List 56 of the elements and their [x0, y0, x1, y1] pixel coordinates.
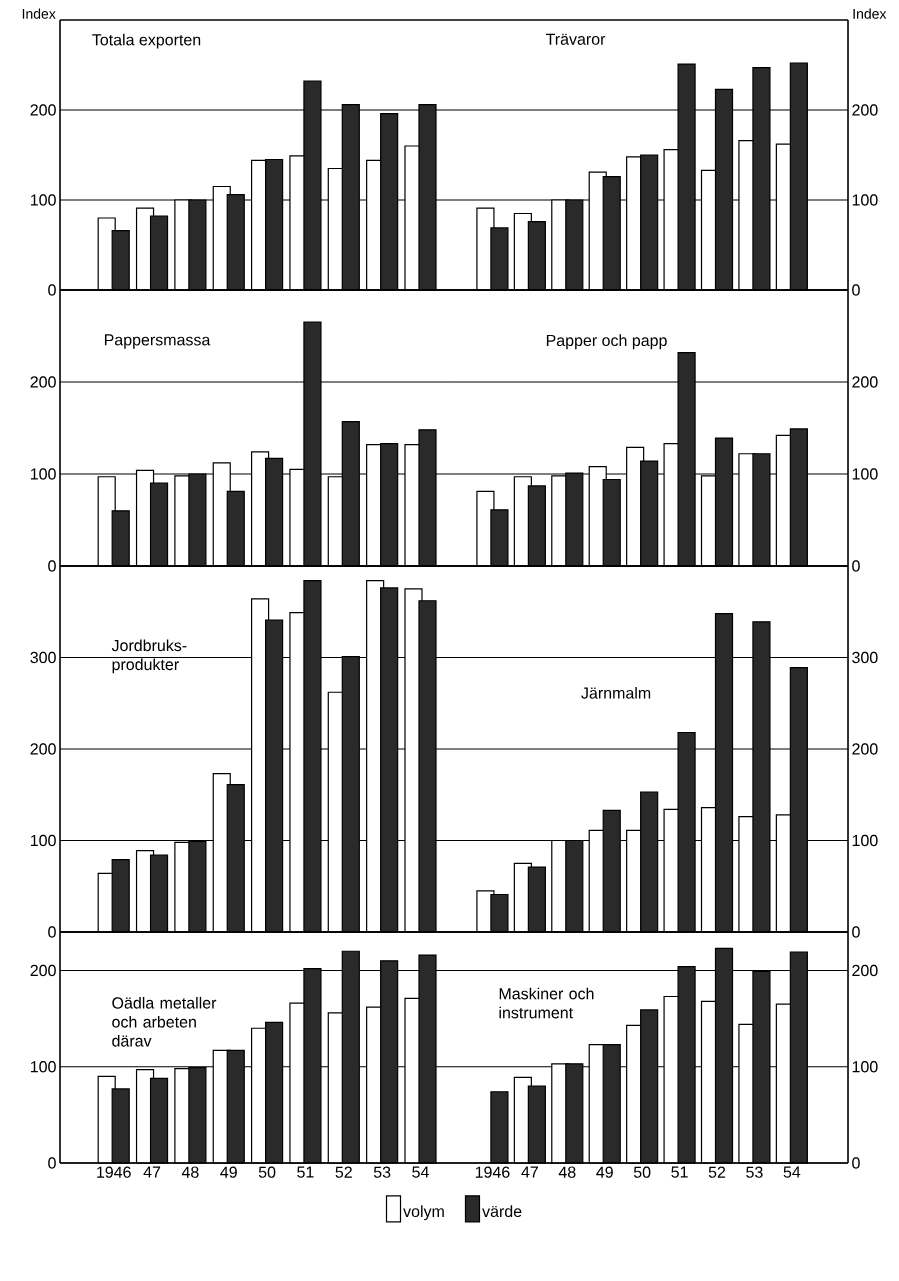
x-tick-label: 49 — [220, 1166, 237, 1178]
y-tick-label: 200 — [30, 743, 56, 755]
y-tick-label: 0 — [48, 284, 56, 296]
x-tick-label: 53 — [373, 1166, 391, 1178]
text: Oädla metaller och arbeten därav — [112, 996, 217, 1047]
legend-label: värde — [482, 1205, 522, 1218]
y-tick-label: 300 — [852, 651, 878, 664]
x-tick-label: 49 — [596, 1166, 613, 1178]
y-tick-label: 100 — [852, 194, 878, 206]
y-tick-label: 0 — [48, 560, 56, 572]
x-tick-label: 52 — [335, 1166, 352, 1178]
y-tick-label: 100 — [30, 834, 56, 847]
x-tick-label: 51 — [671, 1166, 688, 1178]
y-tick-label: 100 — [852, 468, 878, 480]
text: Papper och papp — [546, 334, 667, 350]
y-tick-label: 100 — [30, 194, 56, 206]
y-tick-label: 200 — [852, 104, 878, 116]
x-tick-label: 53 — [746, 1166, 763, 1178]
x-tick-label: 48 — [181, 1166, 199, 1178]
y-tick-label: 0 — [852, 284, 860, 296]
y-tick-label: 100 — [852, 834, 878, 847]
y-tick-label: 0 — [48, 926, 56, 938]
x-tick-label: 47 — [143, 1166, 161, 1178]
y-tick-label: 200 — [852, 964, 878, 977]
x-tick-label: 51 — [297, 1166, 314, 1178]
text: Totala exporten — [92, 33, 201, 49]
text: Pappersmassa — [104, 334, 211, 349]
y-tick-label: 200 — [30, 964, 56, 977]
x-tick-label: 54 — [783, 1166, 801, 1178]
text: Maskiner och instrument — [499, 987, 594, 1019]
x-tick-label: 50 — [633, 1166, 651, 1178]
x-tick-label: 47 — [521, 1166, 538, 1178]
x-tick-label: 1946 — [97, 1166, 131, 1178]
y-tick-label: 200 — [852, 743, 878, 755]
y-tick-label: 200 — [30, 376, 56, 388]
text: Trävaror — [545, 33, 606, 45]
y-tick-label: 200 — [852, 376, 878, 388]
y-tick-label: 300 — [30, 651, 56, 664]
x-tick-label: 48 — [558, 1166, 576, 1178]
y-tick-label: 100 — [30, 468, 56, 480]
y-tick-label: 200 — [30, 104, 56, 116]
text: Jordbruks-produkter — [111, 639, 187, 674]
x-tick-label: 54 — [412, 1166, 429, 1178]
y-tick-label: 0 — [852, 926, 860, 938]
y-tick-label: 100 — [30, 1061, 56, 1073]
y-tick-label: 0 — [852, 1157, 860, 1169]
y-axis-title: Index — [22, 8, 56, 19]
text: Järnmalm — [581, 686, 651, 699]
y-tick-label: 0 — [852, 560, 860, 572]
y-tick-label: 100 — [852, 1061, 878, 1073]
legend-label: volym — [403, 1205, 444, 1221]
y-tick-label: 0 — [48, 1157, 56, 1169]
x-tick-label: 1946 — [475, 1166, 510, 1178]
x-tick-label: 50 — [258, 1166, 276, 1178]
y-axis-title: Index — [853, 8, 887, 19]
x-tick-label: 52 — [708, 1166, 726, 1178]
